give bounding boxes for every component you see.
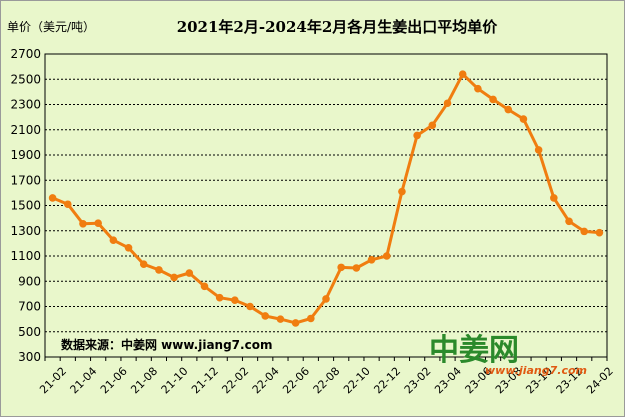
y-tick-label: 2500: [10, 72, 41, 86]
y-tick-label: 700: [18, 300, 41, 314]
source-annotation: 数据来源：中姜网 www.jiang7.com: [61, 337, 272, 352]
data-point: [474, 84, 482, 93]
data-point: [565, 217, 573, 226]
data-point: [291, 319, 300, 327]
data-point: [276, 315, 285, 323]
data-point: [246, 302, 254, 311]
data-point: [170, 273, 178, 282]
data-point: [307, 314, 315, 323]
watermark-logo: 中姜网 www.jiang7.com: [429, 333, 587, 377]
data-point: [443, 99, 452, 108]
x-tick-label: 22-10: [341, 365, 373, 397]
data-point: [215, 293, 224, 302]
y-tick-labels: 300 500 700 900 1100 1300 1500 1700 1900 2100 2300…: [10, 47, 41, 364]
gridlines: [44, 53, 608, 358]
x-tick-label: 23-04: [432, 365, 464, 397]
x-tick-label: 22-04: [250, 365, 282, 397]
plot-border: [44, 53, 608, 358]
y-tick-label: 900: [18, 274, 41, 288]
data-point: [413, 131, 421, 140]
data-point: [109, 236, 118, 245]
data-point: [139, 260, 148, 269]
data-point: [382, 252, 391, 260]
y-tick-label: 2300: [10, 98, 41, 112]
y-tick-label: 1500: [10, 199, 41, 213]
data-point: [398, 187, 406, 196]
y-axis-label: 单价（美元/吨）: [7, 20, 95, 34]
data-point: [504, 105, 513, 114]
y-tick-label: 2100: [10, 123, 41, 137]
data-point: [428, 121, 437, 130]
data-point: [155, 266, 163, 274]
x-tick-label: 22-12: [371, 365, 403, 397]
data-point: [595, 228, 604, 237]
data-point: [322, 295, 330, 303]
y-tick-label: 1300: [10, 224, 41, 238]
data-point: [79, 220, 87, 228]
y-tick-label: 1900: [10, 148, 41, 162]
data-point: [337, 263, 345, 272]
y-tick-label: 300: [18, 350, 41, 364]
x-tick-label: 21-02: [37, 365, 69, 397]
x-tick-label: 22-08: [311, 365, 343, 397]
watermark-brand: 中姜网: [429, 333, 519, 368]
data-point: [200, 282, 209, 291]
data-point: [580, 227, 589, 236]
x-tick-label: 21-08: [128, 365, 160, 397]
data-point: [63, 200, 72, 209]
x-tick-label: 21-06: [98, 365, 130, 397]
y-tick-label: 2700: [10, 47, 41, 61]
y-tick-label: 500: [18, 325, 41, 339]
x-tick-label: 21-04: [68, 365, 100, 397]
data-point: [94, 219, 102, 227]
data-point: [367, 255, 376, 264]
chart-title: 2021年2月-2024年2月各月生姜出口平均单价: [177, 18, 499, 36]
series-line: [52, 72, 600, 325]
watermark-site: www.jiang7.com: [485, 364, 587, 377]
data-point: [458, 70, 467, 78]
data-point: [48, 194, 57, 202]
x-tick-label: 24-02: [584, 365, 616, 397]
x-tick-label: 21-10: [159, 365, 191, 397]
data-point: [519, 115, 528, 123]
series-orange: [48, 70, 604, 327]
x-tick-label: 23-02: [402, 365, 434, 397]
data-point: [550, 194, 558, 202]
data-point: [124, 243, 133, 252]
y-tick-label: 1100: [10, 249, 41, 263]
x-tick-label: 22-06: [280, 365, 312, 397]
data-point: [352, 264, 361, 272]
data-point: [231, 296, 239, 304]
x-tick-label: 22-02: [219, 365, 251, 397]
data-point: [185, 269, 194, 277]
data-point: [534, 146, 543, 154]
data-point: [489, 95, 497, 104]
data-point: [261, 312, 270, 320]
y-tick-label: 1700: [10, 173, 41, 187]
x-tick-label: 21-12: [189, 365, 221, 397]
